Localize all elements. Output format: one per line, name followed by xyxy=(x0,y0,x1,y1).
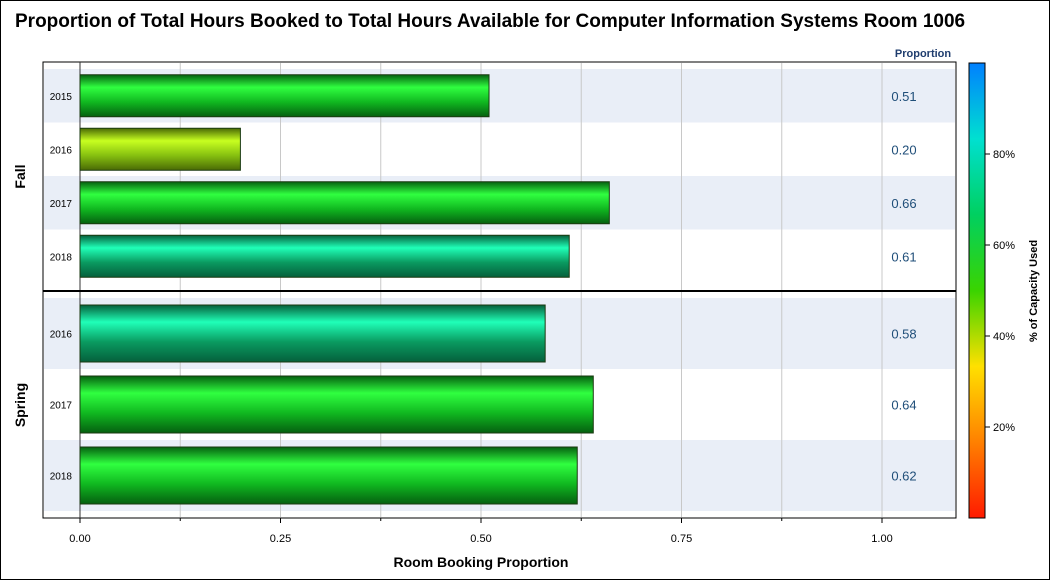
bar xyxy=(79,127,241,171)
colorbar xyxy=(968,62,986,519)
value-label: 0.20 xyxy=(891,142,916,157)
x-tick-label: 0.00 xyxy=(69,533,90,545)
value-label: 0.61 xyxy=(891,249,916,264)
bar xyxy=(79,304,546,363)
x-tick-label: 1.00 xyxy=(871,533,892,545)
bar xyxy=(79,375,594,434)
colorbar-tick-label: 40% xyxy=(993,331,1015,343)
category-label: 2017 xyxy=(50,401,73,412)
x-tick-label: 0.75 xyxy=(671,533,692,545)
value-label: 0.64 xyxy=(891,398,916,413)
bar xyxy=(79,446,578,505)
category-label: 2018 xyxy=(50,472,73,483)
category-label: 2018 xyxy=(50,252,73,263)
chart-title: Proportion of Total Hours Booked to Tota… xyxy=(15,11,966,32)
category-label: 2017 xyxy=(50,199,73,210)
category-label: 2016 xyxy=(50,330,73,341)
x-tick-label: 0.50 xyxy=(470,533,491,545)
colorbar-tick-label: 60% xyxy=(993,240,1015,252)
bar xyxy=(79,74,490,118)
group-label: Spring xyxy=(12,383,28,427)
stat-column-header: Proportion xyxy=(895,48,951,60)
category-label: 2016 xyxy=(50,145,73,156)
category-label: 2015 xyxy=(50,92,73,103)
colorbar-tick-label: 20% xyxy=(993,422,1015,434)
x-tick-label: 0.25 xyxy=(270,533,291,545)
colorbar-tick-label: 80% xyxy=(993,149,1015,161)
x-axis-label: Room Booking Proportion xyxy=(394,554,569,570)
value-label: 0.62 xyxy=(891,469,916,484)
value-label: 0.51 xyxy=(891,89,916,104)
value-label: 0.58 xyxy=(891,327,916,342)
group-label: Fall xyxy=(12,164,28,188)
bar xyxy=(79,181,610,225)
bar xyxy=(79,234,570,278)
colorbar-title: % of Capacity Used xyxy=(1028,240,1040,342)
value-label: 0.66 xyxy=(891,196,916,211)
